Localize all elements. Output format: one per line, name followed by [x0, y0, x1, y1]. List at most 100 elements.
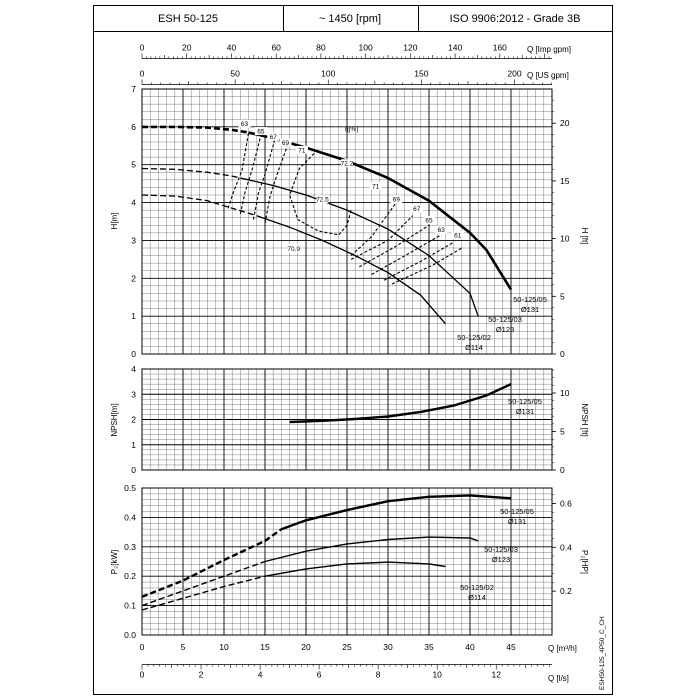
head-ytick-right: 15	[560, 176, 570, 186]
efficiency-label-bg	[267, 132, 280, 141]
head-ytick: 0	[131, 349, 136, 359]
head-ytick-right: 5	[560, 291, 565, 301]
power-curve-dashed	[141, 528, 283, 598]
efficiency-value-label: 65	[425, 218, 433, 225]
efficiency-value-label: 69	[393, 197, 401, 204]
efficiency-isoline	[383, 241, 454, 281]
head-curve-name: 50-125/02	[457, 333, 491, 342]
head-ytick: 7	[131, 84, 136, 94]
power-ytick: 0.3	[124, 542, 136, 552]
header-model: ESH 50-125	[158, 13, 218, 25]
npsh-ylabel: NPSH[m]	[110, 403, 119, 436]
us-gpm-tick: 150	[414, 69, 428, 79]
ls-tick: 12	[492, 670, 502, 680]
imp-gpm-tick: 160	[493, 43, 507, 53]
side-code: ESH50-125_4P50_C_CH	[599, 616, 606, 690]
power-ytick: 0.0	[124, 630, 136, 640]
us-gpm-tick: 200	[507, 69, 521, 79]
power-curve-diameter: Ø123	[492, 555, 510, 564]
power-ylabel-right: P₂[HP]	[580, 550, 589, 574]
efficiency-label-bg	[316, 195, 329, 204]
m3h-tick: 40	[465, 642, 475, 652]
us-gpm-label: Q [US gpm]	[527, 71, 569, 80]
head-ytick: 2	[131, 273, 136, 283]
us-gpm-tick: 50	[230, 69, 240, 79]
efficiency-label-bg	[369, 181, 382, 190]
efficiency-isoline	[359, 224, 430, 268]
power-ytick: 0.2	[124, 571, 136, 581]
ls-tick: 6	[317, 670, 322, 680]
efficiency-label-bg	[410, 204, 423, 213]
efficiency-label-bg	[254, 127, 267, 136]
ls-label: Q [l/s]	[548, 674, 569, 683]
efficiency-label-bg	[287, 244, 300, 253]
efficiency-value-label: 70.9	[287, 246, 300, 253]
us-gpm-tick: 0	[140, 69, 145, 79]
efficiency-label-bg	[238, 119, 251, 128]
top-axes: 0 20 40 60 80 100 120 140 160 Q [Imp gpm] 0 50 100…	[140, 43, 571, 85]
power-curve-name: 50-125/05	[500, 507, 534, 516]
efficiency-label-bg	[279, 138, 292, 147]
efficiency-value-label: 67	[413, 206, 421, 213]
head-ytick: 3	[131, 235, 136, 245]
power-panel: 0.00.10.20.30.40.5 0.20.40.6 50-125/05Ø1…	[110, 483, 589, 640]
efficiency-label-bg	[390, 195, 403, 204]
bottom-axes: 0 5 10 15 20 25 30 35 40 45 Q [m³/h] 0 2 4 6 8 10 12 Q …	[140, 642, 577, 683]
head-ytick-right: 10	[560, 234, 570, 244]
ls-tick: 4	[258, 670, 263, 680]
head-curve-name: 50-125/05	[513, 295, 547, 304]
efficiency-isoline	[289, 153, 339, 236]
imp-gpm-tick: 20	[182, 43, 192, 53]
npsh-ytick-right: 10	[560, 388, 570, 398]
npsh-ytick: 1	[131, 440, 136, 450]
head-ytick-right: 20	[560, 118, 570, 128]
outer-frame	[93, 5, 613, 695]
efficiency-label-bg	[451, 231, 464, 240]
efficiency-isoline	[239, 135, 262, 215]
head-plot-frame	[141, 88, 553, 355]
m3h-tick: 35	[424, 642, 434, 652]
npsh-ytick-right: 5	[560, 427, 565, 437]
imp-gpm-tick: 80	[316, 43, 326, 53]
m3h-tick: 30	[383, 642, 393, 652]
npsh-ytick: 4	[131, 364, 136, 374]
efficiency-label-bg	[435, 225, 448, 234]
head-curve-diameter: Ø123	[496, 325, 514, 334]
efficiency-value-label: 72.5	[316, 197, 329, 204]
power-ylabel: P₂[kW]	[110, 550, 119, 574]
head-ytick-right: 0	[560, 349, 565, 359]
m3h-tick: 10	[219, 642, 229, 652]
efficiency-value-label: 69	[282, 140, 290, 147]
m3h-label: Q [m³/h]	[548, 644, 577, 653]
power-ytick: 0.1	[124, 601, 136, 611]
npsh-ytick: 3	[131, 389, 136, 399]
imp-gpm-tick: 60	[271, 43, 281, 53]
m3h-tick: 45	[506, 642, 516, 652]
imp-gpm-tick: 140	[448, 43, 462, 53]
head-ylabel-right: H [ft]	[580, 228, 589, 245]
m3h-tick: 5	[181, 642, 186, 652]
ls-tick: 10	[432, 670, 442, 680]
power-curve	[264, 536, 479, 563]
us-gpm-tick: 100	[321, 69, 335, 79]
head-curve-dashed	[141, 167, 241, 179]
head-ytick: 6	[131, 122, 136, 132]
efficiency-label: η[%]	[345, 126, 358, 133]
m3h-tick: 0	[140, 642, 145, 652]
efficiency-isoline	[252, 139, 276, 220]
ls-tick: 8	[376, 670, 381, 680]
npsh-curve-name: 50-125/05	[508, 397, 542, 406]
npsh-ytick: 2	[131, 415, 136, 425]
efficiency-label-bg	[341, 159, 353, 168]
head-curve-diameter: Ø114	[465, 343, 483, 352]
ls-tick: 2	[199, 670, 204, 680]
npsh-curve-diameter: Ø131	[516, 407, 534, 416]
head-curve-dashed	[141, 194, 257, 217]
imp-gpm-tick: 0	[140, 43, 145, 53]
power-curve-dashed	[141, 560, 266, 607]
efficiency-isoline	[371, 234, 442, 275]
npsh-ytick: 0	[131, 465, 136, 475]
